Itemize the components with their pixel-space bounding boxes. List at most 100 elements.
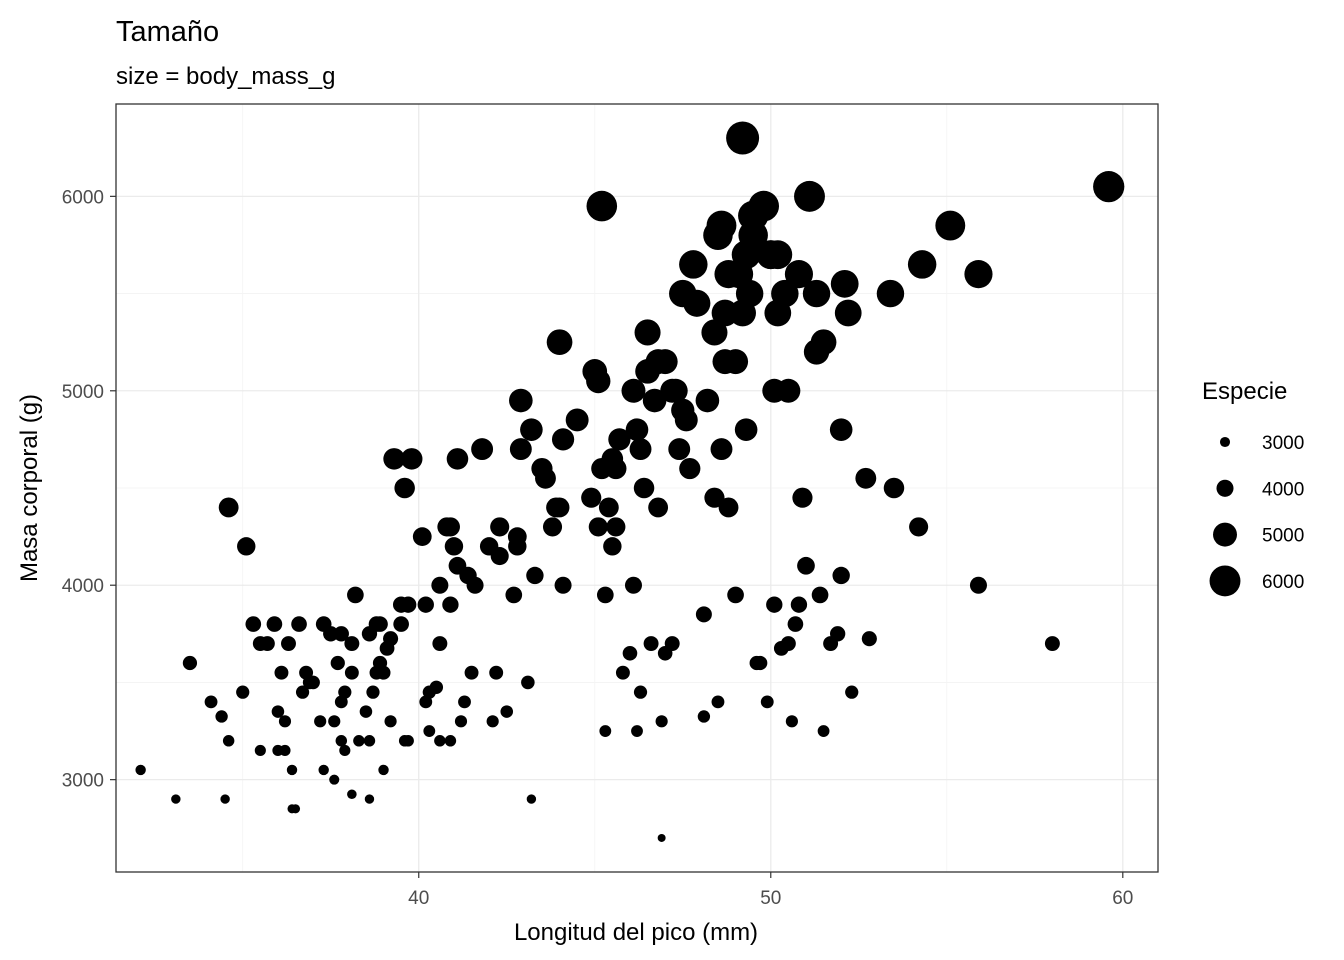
data-point <box>323 626 339 642</box>
data-point <box>855 467 877 489</box>
data-point <box>599 725 612 737</box>
x-axis-label: Longitud del pico (mm) <box>514 919 758 946</box>
data-point <box>642 388 667 413</box>
data-point <box>830 269 859 298</box>
data-point <box>281 636 296 652</box>
data-point <box>749 655 764 671</box>
data-point <box>271 705 285 718</box>
data-point <box>431 576 449 594</box>
x-tick-label: 40 <box>408 888 429 909</box>
data-point <box>554 576 572 594</box>
legend-label: 3000 <box>1262 433 1304 454</box>
data-point <box>697 710 711 723</box>
data-point <box>440 517 460 537</box>
data-point <box>605 457 627 480</box>
y-axis-label: Masa corporal (g) <box>16 394 43 582</box>
data-point <box>448 556 467 575</box>
y-tick-label: 5000 <box>62 382 104 403</box>
data-point <box>785 715 798 728</box>
data-point <box>364 794 375 804</box>
data-point <box>648 497 669 518</box>
data-point <box>726 121 760 155</box>
data-point <box>643 636 659 652</box>
data-point <box>237 537 256 556</box>
data-point <box>218 497 239 518</box>
data-point <box>615 665 630 680</box>
data-point <box>369 665 384 680</box>
data-point <box>302 675 317 690</box>
data-point <box>333 626 349 642</box>
data-point <box>964 260 993 289</box>
x-tick-label: 60 <box>1112 888 1133 909</box>
data-point <box>372 616 388 632</box>
data-point <box>655 715 668 728</box>
data-point <box>790 596 808 613</box>
y-tick-label: 4000 <box>62 576 104 597</box>
data-point <box>664 636 680 652</box>
data-point <box>464 665 479 680</box>
data-point <box>763 240 793 270</box>
data-point <box>417 596 434 613</box>
data-point <box>526 794 537 804</box>
data-point <box>1093 171 1125 203</box>
data-point <box>727 586 744 604</box>
data-point <box>347 789 357 800</box>
data-point <box>551 428 575 451</box>
data-point <box>446 448 469 470</box>
data-point <box>291 804 301 814</box>
data-point <box>909 517 929 537</box>
data-point <box>608 428 631 451</box>
data-point <box>412 527 432 546</box>
chart-subtitle: size = body_mass_g <box>116 63 335 90</box>
data-point <box>222 735 235 747</box>
data-points <box>135 121 1125 842</box>
data-point <box>236 685 250 699</box>
data-point <box>817 725 830 737</box>
axes: 40 50 60 3000 4000 5000 6000 <box>62 187 1134 909</box>
data-point <box>182 655 198 671</box>
data-point <box>383 631 399 647</box>
data-point <box>546 497 566 518</box>
data-point <box>797 556 815 575</box>
data-point <box>695 388 720 413</box>
data-point <box>780 636 796 652</box>
data-point <box>423 725 436 737</box>
data-point <box>624 576 642 594</box>
data-point <box>347 586 364 604</box>
data-point <box>565 408 589 432</box>
data-point <box>204 695 218 709</box>
data-point <box>392 596 410 613</box>
data-point <box>679 457 701 480</box>
legend-key <box>1219 436 1231 448</box>
data-point <box>330 655 345 671</box>
data-point <box>738 200 769 231</box>
data-point <box>679 250 708 279</box>
data-point <box>458 695 471 709</box>
data-point <box>434 735 446 747</box>
data-point <box>489 665 504 680</box>
data-point <box>621 378 646 403</box>
x-tick-label: 50 <box>760 888 781 909</box>
data-point <box>829 418 853 441</box>
data-point <box>542 517 563 537</box>
data-point <box>220 794 230 804</box>
data-point <box>581 487 602 508</box>
data-point <box>718 497 739 518</box>
y-tick-label: 3000 <box>62 771 104 792</box>
data-point <box>876 279 905 308</box>
data-point <box>486 715 499 728</box>
data-point <box>935 210 966 241</box>
data-point <box>295 685 310 699</box>
data-point <box>907 250 937 279</box>
data-point <box>714 260 743 289</box>
data-point <box>444 537 464 556</box>
data-point <box>535 467 556 489</box>
data-point <box>701 319 728 346</box>
data-point <box>712 349 738 375</box>
data-point <box>393 616 409 632</box>
data-point <box>606 517 626 537</box>
data-point <box>490 517 510 537</box>
data-point <box>633 685 648 699</box>
plot-panel <box>115 103 1159 873</box>
